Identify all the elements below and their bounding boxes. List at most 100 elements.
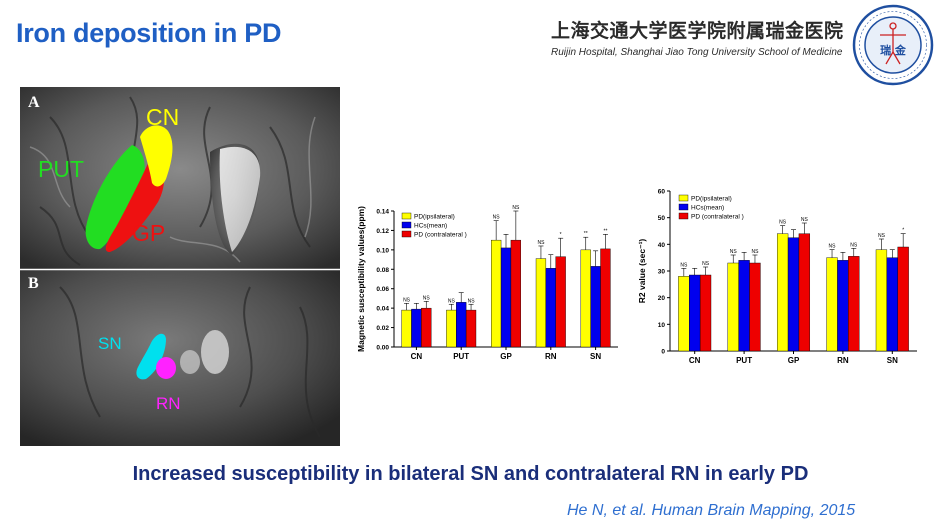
bar: [510, 239, 521, 348]
x-tick-label: GP: [788, 356, 800, 365]
significance-label: NS: [423, 295, 431, 301]
legend-swatch: [401, 212, 412, 220]
bar: [727, 262, 739, 352]
y-tick-label: 10: [658, 322, 666, 329]
bar: [535, 258, 547, 348]
bar: [678, 276, 690, 352]
mri-figure-panel: A CN PUT GP B SN RN: [20, 87, 340, 446]
legend-label: PD (contralateral ): [691, 214, 744, 221]
x-tick-label: RN: [837, 356, 849, 365]
bar: [555, 256, 566, 348]
bar: [749, 262, 761, 352]
bar: [500, 247, 512, 348]
y-axis-label: R2 value (sec⁻¹): [637, 239, 647, 304]
legend-label: HCs(mean): [414, 223, 447, 230]
legend-swatch: [401, 221, 412, 229]
legend-swatch: [678, 203, 689, 211]
y-tick-label: 0.04: [376, 306, 389, 313]
bar: [411, 308, 422, 348]
legend-swatch: [678, 212, 689, 220]
institution-english-name: Ruijin Hospital, Shanghai Jiao Tong Univ…: [551, 47, 843, 58]
legend-label: PD (contralateral ): [414, 232, 467, 239]
bar: [798, 233, 811, 352]
institution-chinese-name: 上海交通大学医学院附属瑞金医院: [551, 20, 844, 42]
significance-label: NS: [403, 297, 411, 303]
significance-label: NS: [448, 298, 456, 304]
significance-label: NS: [751, 249, 759, 255]
significance-label: NS: [801, 217, 809, 223]
significance-label: NS: [878, 233, 886, 239]
bar: [545, 268, 556, 348]
y-tick-label: 0.12: [376, 228, 389, 235]
bar: [491, 239, 502, 348]
legend-swatch: [678, 194, 689, 202]
y-tick-label: 0.10: [376, 247, 389, 254]
mri-figure: A CN PUT GP B SN RN: [20, 87, 340, 446]
panel-a-background: [20, 87, 340, 269]
sn-label: SN: [98, 334, 122, 353]
significance-label: *: [902, 228, 904, 234]
bar: [837, 260, 849, 352]
bar: [600, 248, 611, 348]
gp-region: [105, 159, 164, 252]
y-tick-label: 0.06: [376, 286, 389, 293]
bar: [886, 257, 898, 352]
rn-label: RN: [156, 394, 181, 413]
x-tick-label: CN: [689, 356, 701, 365]
x-tick-label: PUT: [453, 352, 469, 361]
panel-a-label: A: [28, 94, 40, 111]
sn-region: [136, 333, 166, 380]
bar: [776, 233, 789, 352]
bar: [897, 246, 909, 352]
x-tick-label: RN: [545, 352, 557, 361]
bar: [826, 257, 838, 352]
bar: [787, 237, 800, 352]
significance-label: NS: [779, 220, 787, 226]
bar: [421, 307, 432, 348]
rn-region: [156, 357, 176, 379]
significance-label: **: [584, 231, 588, 237]
bar: [875, 249, 888, 352]
y-tick-label: 40: [658, 242, 666, 249]
significance-label: NS: [829, 244, 837, 250]
x-tick-label: PUT: [736, 356, 752, 365]
significance-label: **: [604, 228, 608, 234]
bar: [848, 256, 860, 352]
significance-label: NS: [680, 262, 688, 268]
y-axis-label: Magnetic susceptibility values(ppm): [356, 206, 366, 352]
significance-label: NS: [468, 298, 476, 304]
slide-title: Iron deposition in PD: [16, 18, 282, 48]
significance-label: NS: [850, 242, 858, 248]
y-tick-label: 30: [658, 269, 666, 276]
y-tick-label: 20: [658, 295, 666, 302]
y-tick-label: 0.00: [376, 345, 389, 352]
x-tick-label: SN: [590, 352, 601, 361]
susceptibility-bar-chart: 0.00 0.02 0.04 0.06 0.08 0.10 0.12 0.14 Magnetic…: [356, 205, 618, 361]
cn-label: CN: [146, 104, 179, 130]
bar: [456, 302, 467, 348]
hospital-seal-logo: 瑞 金: [852, 4, 934, 86]
legend-swatch: [401, 230, 412, 238]
legend-label: HCs(mean): [691, 205, 724, 212]
y-tick-label: 0: [661, 349, 665, 356]
panel-b-label: B: [28, 275, 39, 292]
x-tick-label: SN: [887, 356, 898, 365]
significance-label: NS: [512, 205, 520, 211]
legend-label: PD(ipsilateral): [414, 214, 455, 221]
legend-label: PD(ipsilateral): [691, 196, 732, 203]
slide-caption: Increased susceptibility in bilateral SN…: [132, 463, 809, 485]
y-tick-label: 0.14: [376, 209, 389, 216]
significance-label: NS: [730, 249, 738, 255]
significance-label: NS: [493, 215, 501, 221]
cn-region: [140, 125, 173, 187]
put-label: PUT: [38, 156, 84, 182]
r2-bar-chart: 0 10 20 30 40 50 60 R2 value (sec⁻¹) NS NS CN NS NS P…: [637, 189, 917, 365]
bar: [401, 309, 412, 348]
y-tick-label: 60: [658, 189, 666, 196]
significance-label: NS: [537, 240, 545, 246]
y-tick-label: 0.02: [376, 325, 389, 332]
bar: [738, 260, 750, 352]
bar: [580, 249, 591, 348]
bar: [689, 274, 701, 352]
bar: [590, 266, 601, 348]
